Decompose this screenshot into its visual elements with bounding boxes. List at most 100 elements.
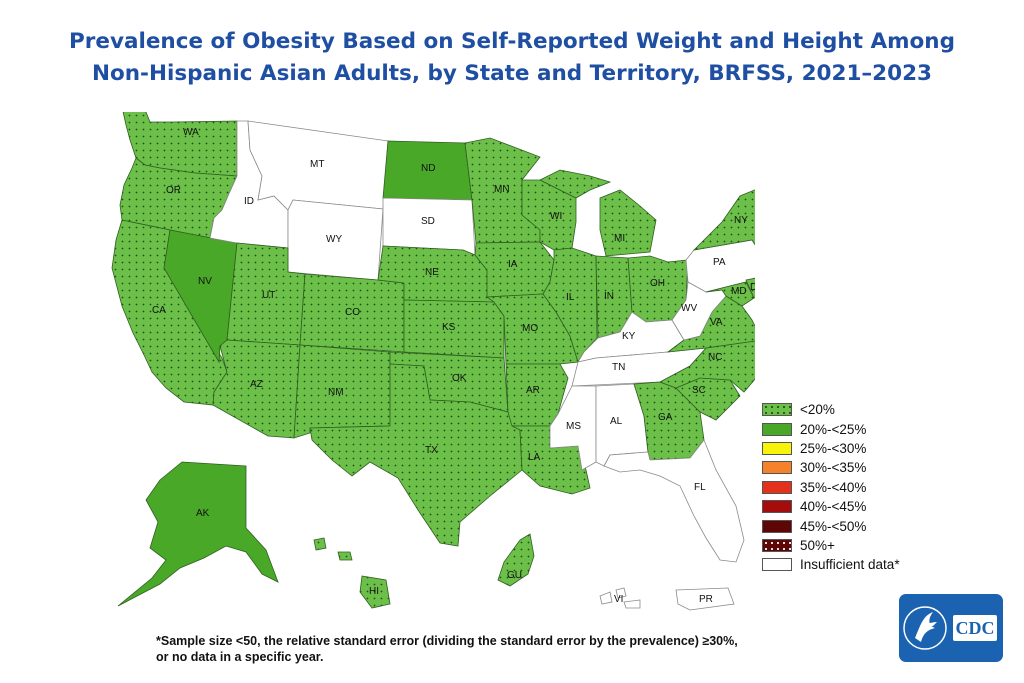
- state-label-IL: IL: [566, 292, 575, 303]
- map-title: Prevalence of Obesity Based on Self-Repo…: [0, 26, 1024, 90]
- state-WY: WY: [287, 199, 384, 281]
- state-label-VI: VI: [614, 594, 623, 605]
- legend-item: <20%: [762, 400, 900, 419]
- legend-label: 50%+: [800, 537, 835, 553]
- state-label-GA: GA: [658, 412, 673, 423]
- legend-label: 30%-<35%: [800, 460, 867, 476]
- legend-item: 35%-<40%: [762, 478, 900, 497]
- state-label-ND: ND: [421, 163, 435, 174]
- state-MI: MI: [539, 169, 657, 257]
- state-PR: PR: [675, 587, 735, 611]
- title-line-1: Prevalence of Obesity Based on Self-Repo…: [69, 29, 955, 54]
- state-label-WV: WV: [681, 303, 697, 314]
- state-TX: TX: [309, 363, 523, 547]
- state-label-TX: TX: [425, 445, 438, 456]
- state-label-MN: MN: [494, 184, 510, 195]
- state-label-AR: AR: [526, 385, 540, 396]
- state-ND: ND: [382, 140, 473, 201]
- state-label-SD: SD: [421, 216, 435, 227]
- state-IA: IA: [474, 241, 555, 298]
- legend-item: 30%-<35%: [762, 458, 900, 477]
- legend-item: 40%-<45%: [762, 497, 900, 516]
- state-IL: IL: [542, 247, 598, 363]
- state-label-NY: NY: [734, 215, 748, 226]
- legend-label: 20%-<25%: [800, 421, 867, 437]
- legend-item: 50%+: [762, 536, 900, 555]
- state-label-WA: WA: [183, 127, 199, 138]
- state-CO: CO: [299, 273, 405, 353]
- state-VI: VI: [599, 587, 641, 609]
- state-label-SC: SC: [692, 385, 706, 396]
- state-NM: NM: [293, 344, 391, 439]
- state-label-MS: MS: [566, 421, 581, 432]
- state-MT: MT: [247, 120, 389, 211]
- legend-item: Insufficient data*: [762, 555, 900, 574]
- hhs-eagle-icon: CDC: [903, 606, 997, 650]
- legend-swatch-35to40: [762, 480, 792, 494]
- state-label-HI: HI: [369, 586, 379, 597]
- state-label-PA: PA: [713, 257, 726, 268]
- state-label-FL: FL: [694, 482, 706, 493]
- legend-swatch-20to25: [762, 422, 792, 436]
- legend-swatch-45to50: [762, 519, 792, 533]
- title-line-2: Non-Hispanic Asian Adults, by State and …: [91, 61, 933, 86]
- state-NY: NY: [692, 189, 755, 251]
- state-label-MO: MO: [522, 323, 538, 334]
- cdc-logo-text: CDC: [956, 618, 995, 638]
- legend: <20% 20%-<25% 25%-<30% 30%-<35% 35%-<40% 40%-…: [762, 400, 900, 575]
- state-label-AL: AL: [610, 416, 623, 427]
- legend-swatch-lt20: [762, 403, 792, 417]
- state-label-KY: KY: [622, 331, 636, 342]
- state-label-OR: OR: [166, 185, 181, 196]
- state-label-NV: NV: [198, 276, 212, 287]
- legend-swatch-40to45: [762, 500, 792, 514]
- state-label-MI: MI: [614, 233, 625, 244]
- state-AZ: AZ: [212, 339, 301, 439]
- legend-item: 25%-<30%: [762, 439, 900, 458]
- state-label-IA: IA: [508, 259, 518, 270]
- legend-label: Insufficient data*: [800, 557, 900, 573]
- footnote-line-1: *Sample size <50, the relative standard …: [156, 634, 738, 648]
- legend-swatch-insufficient: [762, 558, 792, 572]
- state-label-CO: CO: [345, 307, 360, 318]
- state-label-GU: GU: [507, 570, 522, 581]
- state-label-TN: TN: [612, 362, 625, 373]
- state-label-MT: MT: [310, 159, 324, 170]
- state-label-ID: ID: [244, 196, 254, 207]
- legend-item: 20%-<25%: [762, 419, 900, 438]
- state-label-IN: IN: [604, 291, 614, 302]
- state-MD: MD: [705, 281, 755, 307]
- footnote: *Sample size <50, the relative standard …: [156, 633, 738, 665]
- state-label-CA: CA: [152, 305, 166, 316]
- state-label-NE: NE: [425, 267, 439, 278]
- legend-item: 45%-<50%: [762, 516, 900, 535]
- legend-label: 35%-<40%: [800, 479, 867, 495]
- legend-label: <20%: [800, 402, 835, 418]
- state-label-UT: UT: [262, 290, 275, 301]
- legend-swatch-25to30: [762, 441, 792, 455]
- state-label-AK: AK: [196, 508, 210, 519]
- state-label-NM: NM: [328, 387, 344, 398]
- state-label-WY: WY: [326, 234, 342, 245]
- state-label-WI: WI: [550, 211, 562, 222]
- state-KS: KS: [403, 299, 505, 359]
- state-label-AZ: AZ: [250, 379, 263, 390]
- legend-swatch-30to35: [762, 461, 792, 475]
- state-AK: AK: [117, 461, 279, 607]
- state-NC: NC: [659, 340, 755, 393]
- state-label-DE: DE: [750, 282, 755, 293]
- state-FL: FL: [603, 439, 745, 563]
- state-DE: DE: [745, 277, 755, 299]
- state-GU: GU: [497, 533, 535, 587]
- footnote-line-2: or no data in a specific year.: [156, 650, 324, 664]
- us-map: WA OR CA NV ID MT WY UT AZ CO NM: [111, 112, 755, 611]
- state-label-VA: VA: [710, 317, 723, 328]
- state-label-NC: NC: [708, 352, 722, 363]
- state-label-MD: MD: [731, 286, 747, 297]
- legend-label: 25%-<30%: [800, 440, 867, 456]
- state-label-OH: OH: [650, 278, 665, 289]
- state-label-PR: PR: [699, 594, 713, 605]
- legend-swatch-50plus: [762, 538, 792, 552]
- cdc-logo: CDC: [899, 594, 1003, 662]
- state-label-KS: KS: [442, 322, 456, 333]
